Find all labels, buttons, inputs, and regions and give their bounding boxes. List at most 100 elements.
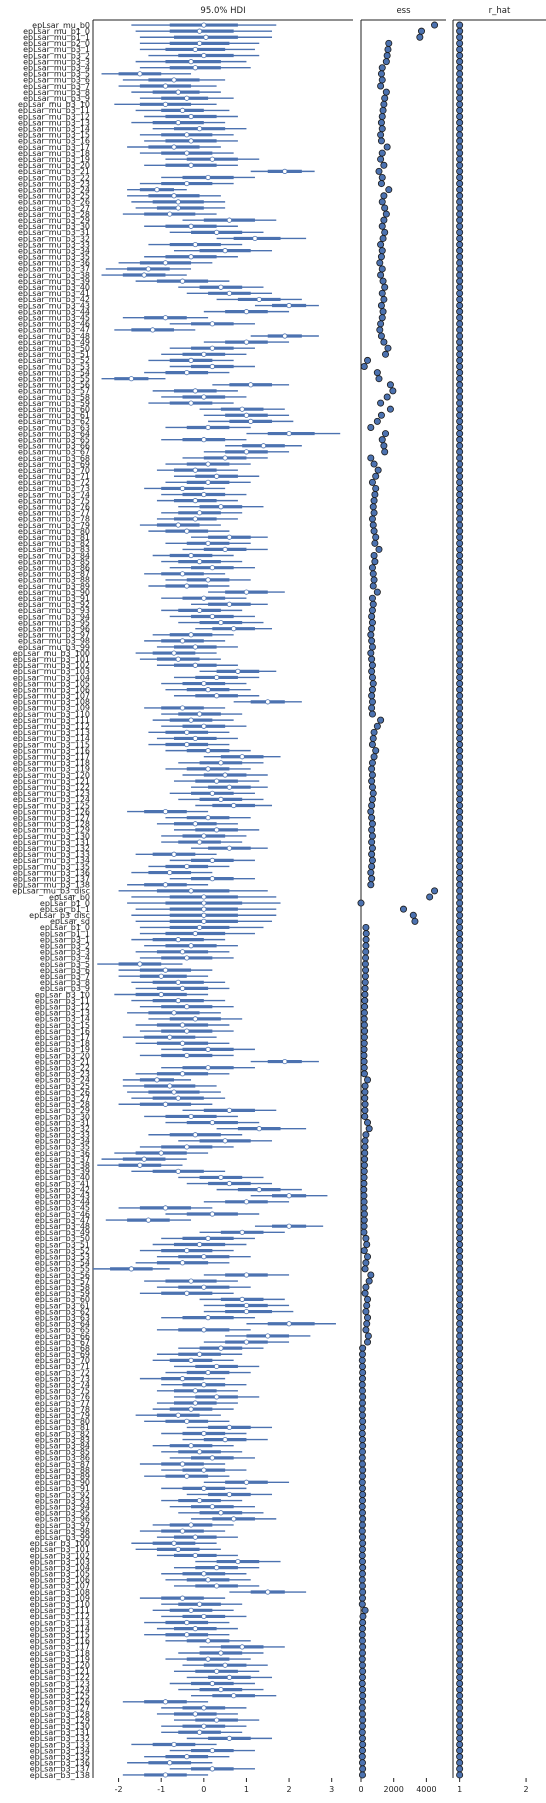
- hdi-tick-label: -1: [157, 1785, 165, 1794]
- ess-point: [358, 1503, 366, 1511]
- ess-point: [358, 1497, 366, 1505]
- posterior-mean-point: [286, 1193, 292, 1199]
- rhat-point: [456, 1027, 464, 1035]
- parameter-label: epLsar_mu_b3_109: [13, 704, 90, 713]
- ess-point: [368, 643, 376, 651]
- ess-point: [359, 1393, 367, 1401]
- rhat-point: [456, 1094, 464, 1102]
- parameter-label: epLsar_mu_b3_22: [18, 173, 90, 182]
- rhat-point: [456, 1033, 464, 1041]
- parameter-label: epLsar_mu_b3_37: [18, 265, 90, 274]
- parameter-label: epLsar_mu_b3_60: [18, 405, 90, 414]
- posterior-mean-point: [175, 979, 181, 985]
- rhat-point: [456, 1521, 464, 1529]
- posterior-mean-point: [175, 199, 181, 205]
- parameter-label: epLsar_mu_b0: [32, 21, 90, 30]
- posterior-mean-point: [196, 40, 203, 46]
- hdi-tick-label: 2: [287, 1785, 292, 1794]
- posterior-mean-point: [179, 485, 186, 492]
- rhat-point: [456, 198, 464, 206]
- ess-point: [368, 673, 376, 681]
- parameter-label: epLsar_mu_b3_24: [18, 185, 90, 194]
- rhat-point: [456, 1167, 464, 1175]
- parameter-label: epLsar_mu_b3_43: [18, 301, 90, 310]
- parameter-label: epLsar_mu_b3_34: [18, 246, 90, 255]
- parameter-label: epLsar_b3_45: [35, 1204, 90, 1213]
- ess-point: [364, 1076, 372, 1084]
- ess-point: [361, 1027, 369, 1035]
- posterior-mean-point: [201, 833, 207, 839]
- ess-point: [358, 1527, 366, 1535]
- parameter-label: epLsar_b3_63: [35, 1313, 90, 1322]
- ess-point: [368, 856, 376, 864]
- ess-point: [362, 923, 370, 931]
- ess-point: [361, 1088, 369, 1096]
- posterior-mean-point: [175, 1168, 181, 1174]
- posterior-mean-point: [184, 95, 190, 101]
- ess-point: [360, 1015, 368, 1023]
- rhat-point: [456, 801, 464, 809]
- posterior-mean-point: [209, 1680, 215, 1687]
- ess-point: [373, 369, 381, 377]
- ess-point: [363, 1301, 371, 1309]
- rhat-point: [456, 1430, 464, 1438]
- parameter-label: epLsar_mu_b3_3: [23, 57, 90, 66]
- rhat-point: [456, 216, 464, 224]
- parameter-label: epLsar_b3_3: [40, 948, 90, 957]
- ess-point: [378, 113, 386, 121]
- ess-point: [361, 1289, 369, 1297]
- rhat-point: [456, 52, 464, 60]
- ess-point: [361, 1137, 369, 1145]
- posterior-mean-point: [265, 1333, 271, 1339]
- parameter-label: epLsar_mu_b3_64: [18, 429, 90, 438]
- ess-point: [368, 795, 376, 803]
- parameter-label: epLsar_b3_129: [30, 1716, 90, 1725]
- rhat-point: [456, 88, 464, 96]
- ess-point: [358, 1454, 366, 1462]
- ess-point: [368, 783, 376, 791]
- posterior-mean-point: [231, 802, 237, 809]
- ess-point: [358, 1698, 366, 1706]
- ess-point: [358, 1747, 366, 1755]
- ess-point: [359, 1765, 367, 1773]
- parameter-label: epLsar_mu_b3_disc: [12, 887, 90, 896]
- parameter-label: epLsar_b3_72: [35, 1368, 90, 1377]
- parameter-label: epLsar_mu_b3_12: [18, 112, 90, 121]
- rhat-point: [456, 436, 464, 444]
- parameter-label: epLsar_b3_128: [30, 1710, 90, 1719]
- ess-point: [362, 954, 370, 962]
- ess-point: [369, 600, 377, 608]
- posterior-mean-point: [175, 120, 181, 126]
- rhat-point: [456, 917, 464, 925]
- ess-point: [358, 1655, 366, 1663]
- rhat-point: [456, 680, 464, 688]
- ess-point: [380, 338, 388, 346]
- posterior-mean-point: [188, 1278, 194, 1284]
- rhat-point: [456, 661, 464, 669]
- ess-point: [381, 228, 389, 236]
- parameter-label: epLsar_mu_b3_135: [13, 862, 90, 871]
- parameter-label: epLsar_b3_disc: [29, 911, 90, 920]
- ess-point: [379, 277, 387, 285]
- ess-point: [361, 1149, 369, 1157]
- parameter-label: epLsar_b3_1: [40, 935, 90, 944]
- parameter-label: epLsar_mu_b3_65: [18, 435, 90, 444]
- posterior-mean-point: [209, 857, 215, 863]
- posterior-mean-point: [175, 205, 181, 211]
- ess-point: [368, 655, 376, 663]
- ess-point: [358, 1625, 366, 1633]
- ess-point: [368, 844, 376, 852]
- parameter-label: epLsar_mu_b3_21: [18, 167, 90, 176]
- parameter-label: epLsar_mu_b3_45: [18, 314, 90, 323]
- ess-point: [377, 332, 385, 340]
- rhat-point: [456, 1679, 464, 1687]
- rhat-point: [456, 503, 464, 511]
- ess-point: [360, 1070, 368, 1078]
- parameter-label: epLsar_b3_122: [30, 1673, 90, 1682]
- posterior-mean-point: [282, 333, 288, 339]
- posterior-mean-point: [192, 1534, 198, 1540]
- parameter-label: epLsar_b3_65: [35, 1326, 90, 1335]
- posterior-mean-point: [209, 1211, 215, 1217]
- posterior-mean-point: [184, 1004, 190, 1010]
- parameter-label: epLsar_b3_30: [35, 1112, 90, 1121]
